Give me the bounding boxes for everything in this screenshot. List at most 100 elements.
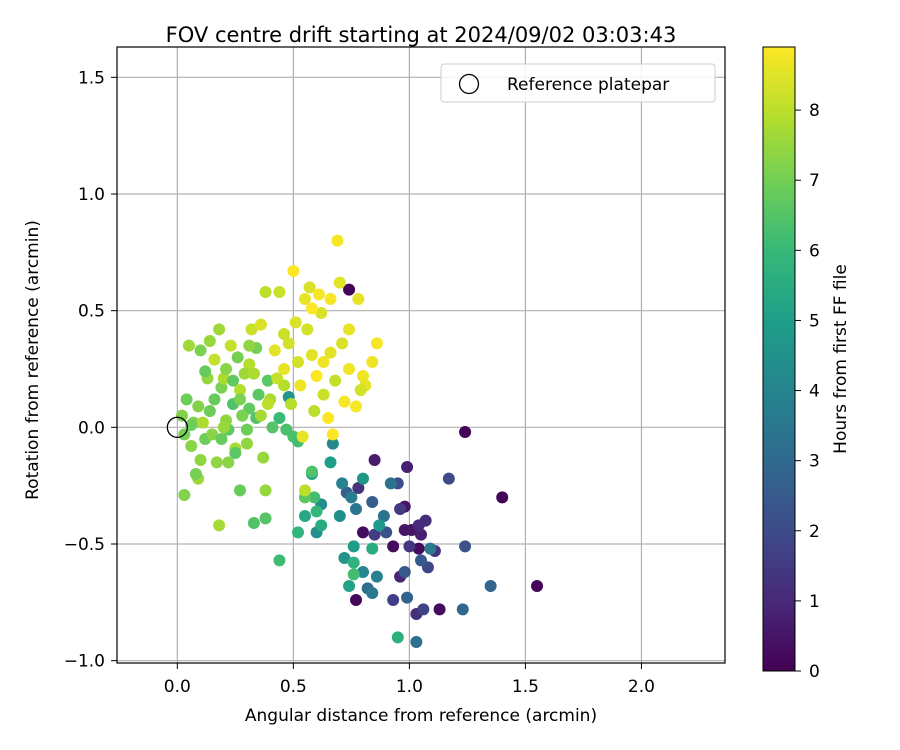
- data-point: [266, 421, 279, 434]
- data-point: [356, 526, 369, 539]
- data-point: [308, 405, 321, 417]
- data-point: [298, 293, 311, 305]
- data-point: [352, 293, 365, 305]
- data-point: [338, 395, 351, 408]
- data-point: [305, 465, 318, 478]
- data-point: [278, 363, 291, 375]
- chart-title: FOV centre drift starting at 2024/09/02 …: [166, 23, 677, 47]
- data-point: [215, 381, 228, 394]
- data-point: [343, 363, 356, 375]
- data-points: [175, 234, 544, 648]
- data-point: [317, 356, 330, 368]
- data-point: [213, 323, 226, 336]
- data-point: [398, 566, 411, 578]
- data-point: [496, 491, 509, 504]
- colorbar-tick-label: 6: [809, 241, 820, 261]
- data-point: [356, 472, 369, 485]
- data-point: [322, 412, 335, 424]
- data-point: [189, 468, 202, 480]
- data-point: [287, 265, 300, 277]
- y-tick-label: 0.0: [78, 418, 105, 438]
- data-point: [296, 430, 309, 443]
- data-point: [343, 580, 356, 592]
- data-point: [370, 337, 383, 350]
- reference-platepar-marker: [166, 416, 188, 438]
- data-point: [366, 356, 379, 368]
- data-point: [312, 288, 325, 301]
- data-point: [220, 363, 233, 375]
- data-point: [459, 540, 472, 553]
- data-point: [343, 323, 356, 336]
- legend: Reference platepar: [440, 63, 716, 103]
- data-point: [329, 374, 342, 387]
- data-point: [303, 281, 316, 294]
- data-point: [356, 370, 369, 382]
- colorbar-tick-label: 1: [809, 592, 820, 612]
- data-point: [331, 234, 344, 247]
- data-point: [336, 477, 349, 490]
- data-point: [338, 552, 351, 564]
- data-point: [377, 510, 390, 522]
- data-point: [185, 440, 198, 452]
- grid-lines: [117, 47, 725, 663]
- data-point: [484, 580, 497, 592]
- data-point: [305, 302, 318, 315]
- data-point: [285, 398, 298, 410]
- data-point: [368, 528, 381, 541]
- legend-box: [440, 63, 716, 103]
- data-point: [203, 405, 216, 417]
- data-point: [347, 556, 360, 569]
- data-point: [384, 477, 397, 490]
- colorbar-tick-label: 3: [809, 452, 820, 472]
- data-point: [217, 372, 230, 385]
- data-point: [326, 428, 339, 441]
- data-point: [345, 491, 358, 504]
- data-point: [289, 316, 302, 329]
- data-point: [259, 286, 272, 298]
- data-point: [333, 276, 346, 289]
- plot-frame: [116, 46, 726, 664]
- y-tick-label: −0.5: [64, 535, 105, 555]
- data-point: [343, 283, 356, 296]
- data-point: [254, 318, 267, 331]
- data-point: [259, 512, 272, 525]
- data-point: [336, 337, 349, 350]
- legend-entry-reference: Reference platepar: [507, 75, 669, 95]
- data-point: [333, 510, 346, 522]
- data-point: [401, 461, 414, 473]
- data-point: [194, 344, 207, 357]
- data-point: [199, 365, 212, 378]
- data-point: [268, 344, 281, 357]
- x-tick-label: 0.5: [280, 677, 307, 697]
- data-point: [208, 353, 221, 366]
- data-point: [310, 370, 323, 382]
- data-point: [213, 519, 226, 532]
- data-point: [196, 416, 209, 429]
- y-tick-label: −1.0: [64, 652, 105, 672]
- data-point: [415, 528, 427, 541]
- data-point: [259, 484, 272, 497]
- data-point: [373, 519, 386, 532]
- data-point: [280, 423, 293, 436]
- data-point: [247, 517, 260, 529]
- data-point: [324, 293, 337, 305]
- data-point: [229, 447, 242, 459]
- colorbar-ticks: 0 1 2 3 4 5 6 7 8: [795, 101, 820, 682]
- data-point: [178, 489, 191, 501]
- data-point: [354, 384, 367, 396]
- x-axis-label: Angular distance from reference (arcmin): [245, 706, 597, 726]
- data-point: [243, 358, 256, 371]
- y-tick-label: 1.5: [78, 68, 105, 88]
- data-point: [282, 337, 295, 350]
- data-point: [194, 454, 207, 466]
- colorbar-gradient: [762, 46, 796, 672]
- data-point: [387, 540, 400, 553]
- data-point: [419, 514, 432, 527]
- data-point: [261, 374, 274, 387]
- colorbar-label: Hours from first FF file: [831, 264, 851, 454]
- data-point: [227, 374, 240, 387]
- data-point: [261, 398, 274, 410]
- data-point: [273, 554, 286, 567]
- data-point: [347, 540, 360, 553]
